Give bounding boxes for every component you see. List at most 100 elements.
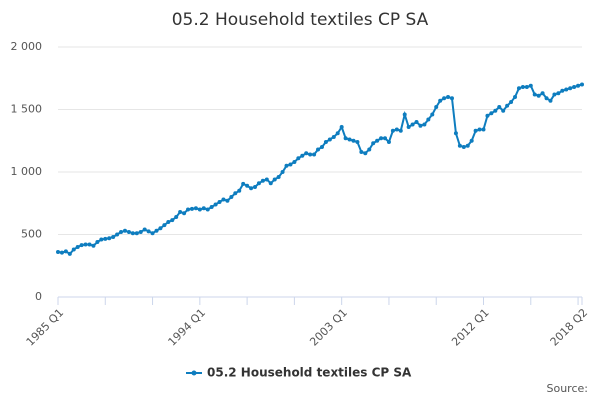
marker: [528, 83, 533, 88]
marker: [111, 235, 116, 239]
marker: [489, 111, 494, 116]
marker: [134, 231, 139, 236]
marker: [75, 245, 80, 249]
marker: [260, 178, 265, 183]
legend-label: 05.2 Household textiles CP SA: [207, 366, 412, 380]
marker: [162, 223, 167, 228]
marker: [410, 122, 415, 127]
marker: [493, 108, 498, 113]
marker: [237, 188, 242, 193]
marker: [343, 136, 348, 141]
marker: [56, 250, 60, 254]
marker: [304, 151, 309, 156]
x-tick-label: 2018 Q2: [548, 306, 591, 349]
marker: [268, 181, 273, 186]
marker: [150, 231, 155, 236]
marker: [256, 181, 261, 186]
marker: [406, 125, 411, 129]
marker: [130, 231, 135, 236]
marker: [170, 218, 175, 223]
marker: [154, 228, 159, 233]
marker: [434, 105, 439, 109]
y-tick-label: 500: [21, 228, 42, 241]
marker: [351, 138, 356, 143]
marker: [221, 197, 226, 202]
y-tick-label: 1 500: [11, 103, 43, 116]
marker: [87, 242, 92, 247]
marker: [347, 137, 352, 142]
marker: [308, 152, 313, 157]
marker: [548, 98, 553, 103]
marker: [367, 147, 372, 152]
marker: [83, 242, 88, 247]
source: Source:: [547, 382, 589, 395]
marker: [95, 240, 100, 244]
marker: [146, 229, 151, 234]
marker: [201, 206, 206, 211]
marker: [99, 237, 104, 242]
marker: [355, 140, 360, 144]
marker: [103, 236, 108, 241]
marker: [272, 177, 277, 182]
marker: [217, 200, 222, 204]
marker: [426, 117, 431, 122]
marker: [394, 127, 399, 132]
marker: [469, 138, 474, 143]
marker: [319, 145, 324, 149]
marker: [174, 215, 179, 219]
marker: [142, 227, 147, 232]
marker: [327, 137, 332, 142]
marker: [63, 249, 68, 254]
x-tick-label: 1985 Q1: [24, 306, 67, 349]
marker: [233, 191, 238, 196]
x-tick-label: 2012 Q1: [449, 306, 492, 349]
marker: [513, 95, 518, 99]
marker: [540, 91, 545, 96]
marker: [296, 156, 301, 161]
marker: [477, 127, 482, 132]
marker: [556, 91, 561, 96]
marker: [71, 247, 76, 252]
marker: [422, 122, 427, 127]
marker: [449, 96, 454, 101]
marker: [115, 232, 120, 237]
marker: [430, 112, 435, 117]
marker: [509, 100, 514, 104]
marker: [363, 151, 368, 156]
marker: [186, 207, 191, 212]
marker: [359, 150, 364, 154]
marker: [379, 136, 384, 141]
marker: [288, 162, 293, 167]
marker: [213, 202, 218, 207]
marker: [465, 143, 470, 148]
marker: [323, 140, 328, 144]
marker: [138, 230, 143, 234]
marker: [331, 135, 336, 139]
marker: [501, 108, 506, 113]
marker: [335, 131, 340, 136]
marker: [316, 147, 321, 152]
marker: [576, 83, 581, 88]
marker: [241, 181, 246, 186]
marker: [524, 85, 529, 89]
marker: [300, 153, 305, 158]
marker: [209, 205, 214, 209]
x-tick-label: 2003 Q1: [307, 306, 350, 349]
marker: [371, 141, 376, 146]
marker: [473, 128, 478, 133]
marker: [390, 128, 395, 133]
marker: [197, 207, 202, 212]
marker: [442, 96, 447, 101]
marker: [386, 140, 391, 144]
marker: [544, 96, 549, 101]
marker: [182, 211, 187, 216]
marker: [532, 92, 537, 97]
marker: [79, 243, 84, 248]
y-tick-label: 1 000: [11, 165, 43, 178]
marker: [264, 177, 269, 182]
chart-title: 05.2 Household textiles CP SA: [172, 10, 429, 30]
marker: [119, 230, 124, 234]
marker: [497, 105, 502, 109]
marker: [560, 88, 565, 93]
marker: [383, 136, 388, 141]
